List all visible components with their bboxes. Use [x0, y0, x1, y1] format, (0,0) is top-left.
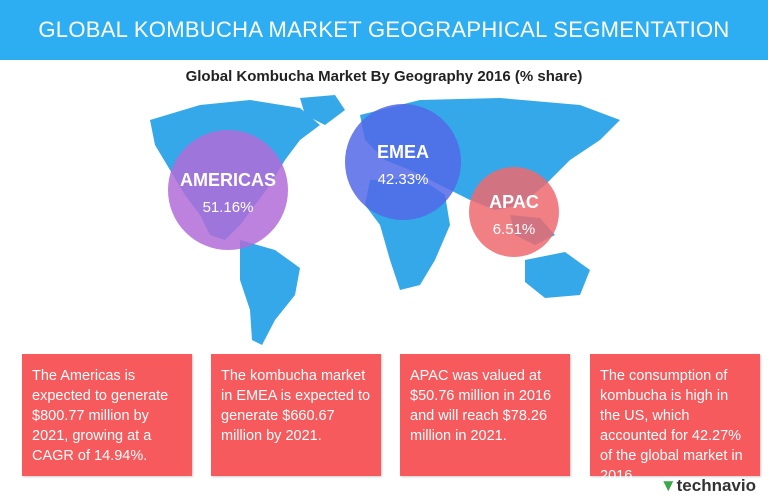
logo-mark-icon: ▼: [659, 476, 677, 495]
info-box-us: The consumption of kombucha is high in t…: [590, 354, 760, 484]
technavio-logo: ▼technavio: [660, 476, 756, 496]
australia: [525, 252, 590, 298]
info-box-americas: The Americas is expected to generate $80…: [22, 354, 192, 476]
logo-text: technavio: [676, 476, 756, 495]
bubble-label: EMEA: [377, 142, 429, 162]
bubble-value: 51.16%: [203, 199, 254, 216]
bubble-label: AMERICAS: [180, 170, 276, 190]
south-america: [240, 240, 300, 345]
bubble-americas: [168, 130, 288, 250]
bubble-emea: [345, 104, 461, 220]
info-text: The kombucha market in EMEA is expected …: [221, 368, 371, 444]
info-text: APAC was valued at $50.76 million in 201…: [410, 368, 552, 444]
page-title: GLOBAL KOMBUCHA MARKET GEOGRAPHICAL SEGM…: [0, 0, 768, 60]
bubbles: AMERICAS 51.16% EMEA 42.33% APAC 6.51%: [168, 104, 559, 257]
info-box-emea: The kombucha market in EMEA is expected …: [211, 354, 381, 476]
greenland: [300, 95, 345, 125]
bubble-value: 42.33%: [378, 171, 429, 188]
bubble-apac: [469, 167, 559, 257]
info-box-apac: APAC was valued at $50.76 million in 201…: [400, 354, 570, 476]
info-text: The consumption of kombucha is high in t…: [600, 368, 743, 484]
chart-subtitle: Global Kombucha Market By Geography 2016…: [185, 68, 583, 85]
bubble-label: APAC: [489, 192, 539, 212]
bubble-value: 6.51%: [493, 221, 536, 238]
info-text: The Americas is expected to generate $80…: [32, 368, 169, 464]
